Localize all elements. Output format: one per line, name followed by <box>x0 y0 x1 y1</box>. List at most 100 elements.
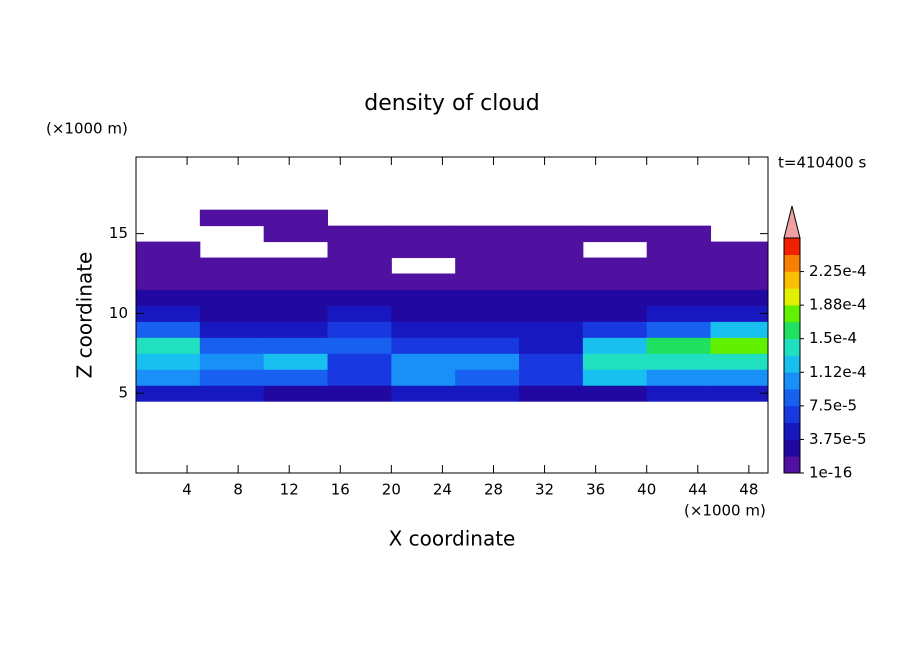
x-tick-label: 8 <box>233 481 243 499</box>
field-cell <box>710 369 768 386</box>
field-cell <box>582 273 648 290</box>
x-unit: (×1000 m) <box>684 502 766 520</box>
field-cell <box>646 385 712 402</box>
x-tick-label: 40 <box>637 481 656 499</box>
field-cell <box>199 289 265 306</box>
field-cell <box>263 321 329 338</box>
field-cell <box>263 257 329 275</box>
colorbar-band <box>784 305 800 323</box>
field-cell <box>455 353 520 370</box>
x-tick-label: 32 <box>535 481 554 499</box>
field-cell <box>646 321 712 338</box>
field-cell <box>455 257 520 275</box>
field-cell <box>519 289 584 306</box>
field-cell <box>391 369 456 386</box>
field-cell <box>582 289 648 306</box>
colorbar-band <box>784 439 800 457</box>
field-cell <box>710 337 768 354</box>
x-tick-label: 4 <box>182 481 192 499</box>
field-cell <box>327 257 392 275</box>
field-cell <box>391 321 456 338</box>
x-tick-label: 20 <box>382 481 401 499</box>
field-cell <box>391 305 456 322</box>
field-cell <box>646 289 712 306</box>
field-cell <box>646 257 712 275</box>
field-cell <box>327 289 392 306</box>
field-cell <box>136 289 201 306</box>
field-cell <box>710 257 768 275</box>
field-cell <box>646 225 712 243</box>
field-cell <box>199 385 265 402</box>
field-cell <box>455 241 520 259</box>
field-cell <box>646 273 712 290</box>
field-cell <box>455 385 520 402</box>
colorbar-band <box>784 271 800 289</box>
field-cell <box>263 273 329 290</box>
field-cell <box>455 305 520 322</box>
x-axis-title: X coordinate <box>389 527 516 551</box>
field-cell <box>582 305 648 322</box>
field-cell <box>519 305 584 322</box>
field-cell <box>199 305 265 322</box>
field-cell <box>263 337 329 354</box>
field-cell <box>455 321 520 338</box>
colorbar-band <box>784 338 800 356</box>
colorbar-band <box>784 456 800 474</box>
field-cell <box>710 273 768 290</box>
y-tick-label: 10 <box>109 304 128 322</box>
y-unit: (×1000 m) <box>46 120 128 138</box>
colorbar-tick-label: 1.5e-4 <box>809 329 857 347</box>
field-cell <box>263 289 329 306</box>
field-cell <box>391 289 456 306</box>
field-cell <box>646 353 712 370</box>
chart-title: density of cloud <box>364 91 539 116</box>
colorbar-band <box>784 254 800 272</box>
colorbar-band <box>784 422 800 440</box>
field-cell <box>391 241 456 259</box>
field-cell <box>519 321 584 338</box>
colorbar-band <box>784 288 800 306</box>
field-cell <box>519 241 584 259</box>
field-cell <box>199 337 265 354</box>
field-cell <box>646 369 712 386</box>
field-cell <box>327 337 392 354</box>
field-cell <box>519 273 584 290</box>
colorbar-tick-label: 3.75e-5 <box>809 430 867 448</box>
colorbar-band <box>784 238 800 256</box>
field-cell <box>455 273 520 290</box>
field <box>136 209 768 402</box>
x-tick-label: 48 <box>739 481 758 499</box>
field-cell <box>519 257 584 275</box>
field-cell <box>327 305 392 322</box>
x-tick-label: 44 <box>688 481 707 499</box>
field-cell <box>519 353 584 370</box>
field-cell <box>136 257 201 275</box>
field-cell <box>710 321 768 338</box>
colorbar-band <box>784 372 800 390</box>
field-cell <box>519 369 584 386</box>
field-cell <box>519 225 584 243</box>
field-cell <box>710 385 768 402</box>
field-cell <box>199 209 265 227</box>
field-cell <box>582 353 648 370</box>
colorbar-tick-label: 1.88e-4 <box>809 296 867 314</box>
colorbar-tick-label: 1.12e-4 <box>809 363 867 381</box>
field-cell <box>391 353 456 370</box>
field-cell <box>263 353 329 370</box>
x-tick-label: 24 <box>433 481 452 499</box>
colorbar-tick-label: 2.25e-4 <box>809 262 867 280</box>
field-cell <box>199 353 265 370</box>
field-cell <box>455 289 520 306</box>
colorbar-frame <box>783 237 801 474</box>
field-cell <box>582 385 648 402</box>
field-cell <box>391 273 456 290</box>
field-cell <box>263 225 329 243</box>
field-cell <box>455 337 520 354</box>
field-cell <box>327 225 392 243</box>
field-cell <box>455 225 520 243</box>
field-cell <box>710 353 768 370</box>
x-tick-label: 16 <box>331 481 350 499</box>
field-cell <box>582 369 648 386</box>
field-cell <box>136 273 201 290</box>
colorbar-tick-label: 7.5e-5 <box>809 396 857 414</box>
